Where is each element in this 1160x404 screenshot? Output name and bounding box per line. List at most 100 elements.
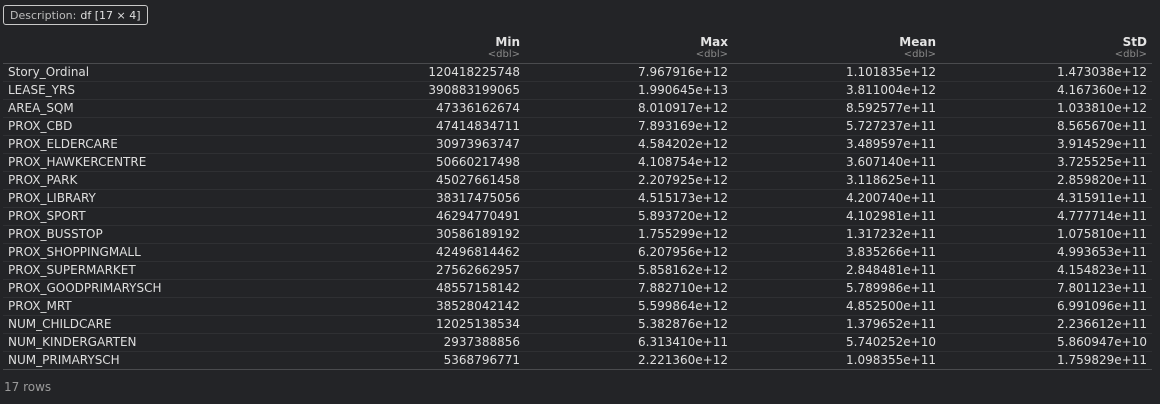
std-cell: 3.914529e+11 [941,135,1152,154]
min-cell: 27562662957 [214,261,525,280]
description-label: Description: [10,8,77,22]
row-name-cell: PROX_SUPERMARKET [3,261,214,280]
std-cell: 1.473038e+12 [941,63,1152,82]
row-name-cell: Story_Ordinal [3,63,214,82]
max-cell: 1.755299e+12 [525,225,733,244]
row-name-cell: PROX_LIBRARY [3,189,214,208]
min-cell: 30586189192 [214,225,525,244]
table-row: PROX_SUPERMARKET 27562662957 5.858162e+12 2… [3,261,1152,280]
table-row: PROX_MRT 38528042142 5.599864e+12 4.852500e… [3,297,1152,316]
max-cell: 5.858162e+12 [525,261,733,280]
column-header-mean[interactable]: Mean <dbl> [733,33,941,64]
table-row: PROX_GOODPRIMARYSCH 48557158142 7.882710e+… [3,279,1152,298]
table-row: NUM_KINDERGARTEN 2937388856 6.313410e+11 5.… [3,333,1152,352]
max-cell: 5.599864e+12 [525,297,733,316]
mean-cell: 4.852500e+11 [733,297,941,316]
max-cell: 5.893720e+12 [525,207,733,226]
mean-cell: 5.740252e+10 [733,333,941,352]
row-name-cell: NUM_PRIMARYSCH [3,351,214,370]
table-row: PROX_CBD 47414834711 7.893169e+12 5.727237e… [3,117,1152,136]
max-cell: 6.313410e+11 [525,333,733,352]
min-cell: 30973963747 [214,135,525,154]
max-cell: 2.221360e+12 [525,351,733,370]
mean-cell: 4.200740e+11 [733,189,941,208]
min-cell: 47414834711 [214,117,525,136]
column-name: Max [700,35,728,49]
min-cell: 5368796771 [214,351,525,370]
mean-cell: 5.789986e+11 [733,279,941,298]
row-name-cell: PROX_CBD [3,117,214,136]
min-cell: 38528042142 [214,297,525,316]
rownames-header [3,33,214,64]
mean-cell: 1.379652e+11 [733,315,941,334]
max-cell: 4.584202e+12 [525,135,733,154]
max-cell: 7.967916e+12 [525,63,733,82]
std-cell: 4.315911e+11 [941,189,1152,208]
header-row: Min <dbl> Max <dbl> Mean <dbl> StD <dbl> [3,33,1152,64]
column-name: Mean [899,35,936,49]
column-type: <dbl> [1114,49,1147,60]
column-header-std[interactable]: StD <dbl> [941,33,1152,64]
min-cell: 12025138534 [214,315,525,334]
table-row: PROX_ELDERCARE 30973963747 4.584202e+12 3.4… [3,135,1152,154]
std-cell: 2.236612e+11 [941,315,1152,334]
row-name-cell: PROX_GOODPRIMARYSCH [3,279,214,298]
std-cell: 4.777714e+11 [941,207,1152,226]
max-cell: 4.108754e+12 [525,153,733,172]
min-cell: 390883199065 [214,81,525,100]
mean-cell: 3.489597e+11 [733,135,941,154]
max-cell: 1.990645e+13 [525,81,733,100]
min-cell: 47336162674 [214,99,525,118]
std-cell: 5.860947e+10 [941,333,1152,352]
std-cell: 3.725525e+11 [941,153,1152,172]
column-header-max[interactable]: Max <dbl> [525,33,733,64]
mean-cell: 5.727237e+11 [733,117,941,136]
row-count: 17 rows [4,380,52,394]
column-type: <dbl> [695,49,728,60]
max-cell: 4.515173e+12 [525,189,733,208]
min-cell: 2937388856 [214,333,525,352]
row-name-cell: PROX_SHOPPINGMALL [3,243,214,262]
column-header-min[interactable]: Min <dbl> [214,33,525,64]
row-name-cell: NUM_KINDERGARTEN [3,333,214,352]
std-cell: 4.167360e+12 [941,81,1152,100]
max-cell: 7.893169e+12 [525,117,733,136]
column-type: <dbl> [903,49,936,60]
std-cell: 2.859820e+11 [941,171,1152,190]
description-value: df [17 × 4] [80,8,141,22]
table-row: Story_Ordinal 120418225748 7.967916e+12 1.1… [3,63,1152,82]
table-row: PROX_HAWKERCENTRE 50660217498 4.108754e+12… [3,153,1152,172]
mean-cell: 3.607140e+11 [733,153,941,172]
row-name-cell: PROX_MRT [3,297,214,316]
description-badge: Description: df [17 × 4] [3,5,148,25]
table-row: NUM_PRIMARYSCH 5368796771 2.221360e+12 1.09… [3,351,1152,370]
min-cell: 42496814462 [214,243,525,262]
min-cell: 120418225748 [214,63,525,82]
column-name: StD [1122,35,1147,49]
min-cell: 46294770491 [214,207,525,226]
row-name-cell: NUM_CHILDCARE [3,315,214,334]
std-cell: 6.991096e+11 [941,297,1152,316]
mean-cell: 2.848481e+11 [733,261,941,280]
mean-cell: 1.098355e+11 [733,351,941,370]
mean-cell: 3.835266e+11 [733,243,941,262]
row-name-cell: LEASE_YRS [3,81,214,100]
table-row: LEASE_YRS 390883199065 1.990645e+13 3.81100… [3,81,1152,100]
std-cell: 4.993653e+11 [941,243,1152,262]
max-cell: 5.382876e+12 [525,315,733,334]
table-row: PROX_PARK 45027661458 2.207925e+12 3.118625… [3,171,1152,190]
min-cell: 38317475056 [214,189,525,208]
std-cell: 1.033810e+12 [941,99,1152,118]
row-name-cell: AREA_SQM [3,99,214,118]
std-cell: 4.154823e+11 [941,261,1152,280]
table-row: PROX_LIBRARY 38317475056 4.515173e+12 4.200… [3,189,1152,208]
row-name-cell: PROX_ELDERCARE [3,135,214,154]
column-type: <dbl> [487,49,520,60]
table-body: Story_Ordinal 120418225748 7.967916e+12 1.1… [3,63,1152,370]
max-cell: 7.882710e+12 [525,279,733,298]
max-cell: 2.207925e+12 [525,171,733,190]
min-cell: 48557158142 [214,279,525,298]
table-row: AREA_SQM 47336162674 8.010917e+12 8.592577e… [3,99,1152,118]
table-header: Min <dbl> Max <dbl> Mean <dbl> StD <dbl> [3,33,1152,64]
